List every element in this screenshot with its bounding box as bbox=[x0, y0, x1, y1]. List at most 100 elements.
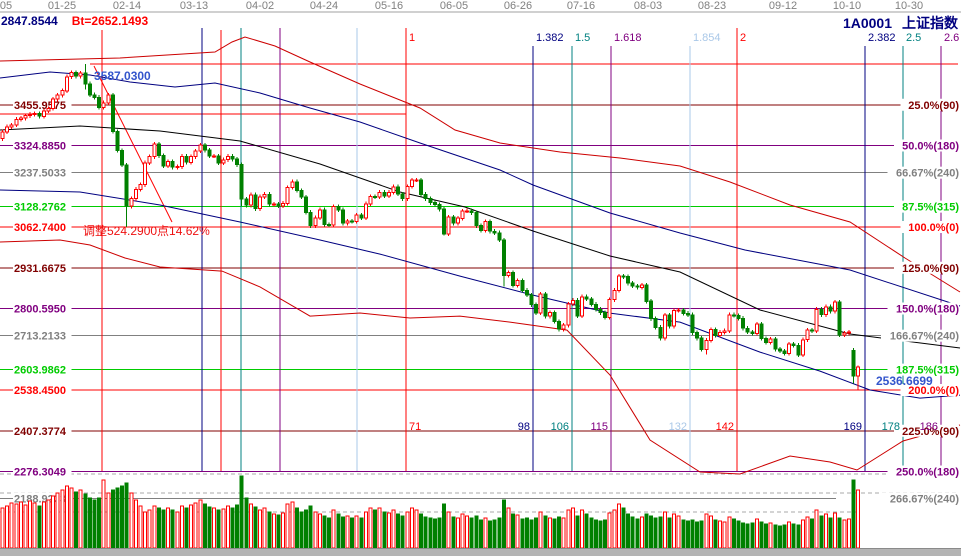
horizontal-scrollbar[interactable] bbox=[0, 548, 961, 556]
candle-body bbox=[152, 143, 157, 158]
candle-body bbox=[363, 203, 368, 219]
volume-bar bbox=[722, 521, 727, 549]
volume-bar bbox=[455, 517, 460, 549]
fib-ratio-label: 1.854 bbox=[693, 32, 721, 44]
candle-body bbox=[419, 179, 424, 195]
candle-body bbox=[842, 332, 847, 336]
fib-day-count-label: 106 bbox=[551, 421, 569, 433]
adjustment-annotation: 调整524.2900点14.62% bbox=[83, 224, 210, 238]
candle-body bbox=[377, 191, 382, 198]
volume-bar bbox=[833, 512, 838, 549]
volume-bar bbox=[639, 516, 644, 549]
candle-body bbox=[474, 212, 479, 227]
volume-bar bbox=[672, 513, 677, 549]
volume-bar bbox=[644, 513, 649, 549]
volume-bar bbox=[225, 505, 230, 549]
volume-bar bbox=[368, 507, 373, 549]
date-label: 04-24 bbox=[309, 0, 339, 12]
volume-bar bbox=[304, 509, 309, 549]
candle-body bbox=[143, 162, 148, 186]
candle-body bbox=[598, 308, 603, 314]
volume-bar bbox=[626, 513, 631, 549]
fib-day-count-label: 186 bbox=[920, 421, 938, 433]
candle-body bbox=[28, 113, 33, 117]
percent-axis-label: 50.0%(180) bbox=[902, 141, 959, 153]
candle-body bbox=[368, 196, 373, 205]
volume-bar bbox=[607, 512, 612, 549]
volume-bar bbox=[143, 511, 148, 549]
candle-body bbox=[511, 272, 516, 286]
volume-bar bbox=[423, 516, 428, 549]
candle-body bbox=[796, 344, 801, 356]
candle-body bbox=[276, 203, 281, 207]
candle-body bbox=[635, 285, 640, 288]
volume-bar bbox=[396, 513, 401, 549]
volume-bar bbox=[547, 517, 552, 549]
percent-axis-label: 225.0%(90) bbox=[902, 426, 959, 438]
fib-ratio-label: 1.382 bbox=[536, 32, 564, 44]
candle-body bbox=[782, 350, 787, 354]
candle-body bbox=[239, 164, 244, 200]
volume-bar bbox=[520, 518, 525, 549]
candle-body bbox=[175, 166, 180, 169]
volume-bar bbox=[708, 515, 713, 549]
volume-bar bbox=[258, 509, 263, 549]
candle-body bbox=[764, 338, 769, 343]
volume-bar bbox=[92, 499, 97, 549]
candle-body bbox=[621, 275, 626, 278]
volume-bar bbox=[87, 497, 92, 549]
volume-bar bbox=[566, 509, 571, 549]
volume-bar bbox=[483, 517, 488, 549]
label-backing bbox=[900, 221, 959, 233]
trend-segment bbox=[93, 65, 173, 223]
volume-bar bbox=[846, 518, 851, 549]
volume-bar bbox=[685, 520, 690, 549]
candle-body bbox=[55, 94, 60, 100]
volume-bar bbox=[437, 517, 442, 549]
volume-bar bbox=[469, 517, 474, 549]
volume-bar bbox=[235, 504, 240, 549]
volume-bar bbox=[428, 517, 433, 549]
candle-body bbox=[856, 366, 861, 377]
candle-body bbox=[465, 210, 470, 213]
fib-day-count-label: 169 bbox=[844, 421, 862, 433]
candle-body bbox=[92, 94, 97, 98]
candle-body bbox=[828, 306, 833, 312]
volume-bar bbox=[465, 515, 470, 549]
candle-body bbox=[248, 194, 253, 206]
candle-body bbox=[225, 155, 230, 161]
volume-bar bbox=[534, 517, 539, 549]
candle-body bbox=[787, 343, 792, 354]
volume-bar bbox=[810, 518, 815, 549]
volume-bar bbox=[690, 519, 695, 549]
candle-body bbox=[478, 225, 483, 231]
candle-body bbox=[156, 143, 161, 157]
volume-bar bbox=[74, 491, 79, 549]
candle-body bbox=[345, 220, 350, 224]
candle-body bbox=[639, 284, 644, 288]
candle-body bbox=[524, 289, 529, 296]
volume-bar bbox=[759, 521, 764, 549]
volume-bar bbox=[432, 518, 437, 549]
candle-body bbox=[695, 332, 700, 339]
volume-bar bbox=[193, 502, 198, 549]
volume-bar bbox=[667, 517, 672, 549]
candle-body bbox=[777, 348, 782, 352]
candle-body bbox=[566, 303, 571, 326]
volume-bar bbox=[276, 514, 281, 549]
candle-body bbox=[147, 156, 152, 164]
percent-axis-label: 266.67%(240) bbox=[890, 494, 959, 506]
volume-bar bbox=[0, 507, 5, 549]
volume-bar bbox=[814, 509, 819, 549]
price-axis-label: 2603.9862 bbox=[14, 365, 66, 377]
candle-body bbox=[37, 112, 42, 117]
volume-bar bbox=[612, 509, 617, 549]
fib-day-count-label: 142 bbox=[716, 421, 734, 433]
drawn-segments bbox=[0, 65, 406, 223]
candle-body bbox=[685, 312, 690, 316]
volume-bar bbox=[363, 511, 368, 549]
candle-body bbox=[327, 223, 332, 226]
candle-body bbox=[340, 209, 345, 224]
